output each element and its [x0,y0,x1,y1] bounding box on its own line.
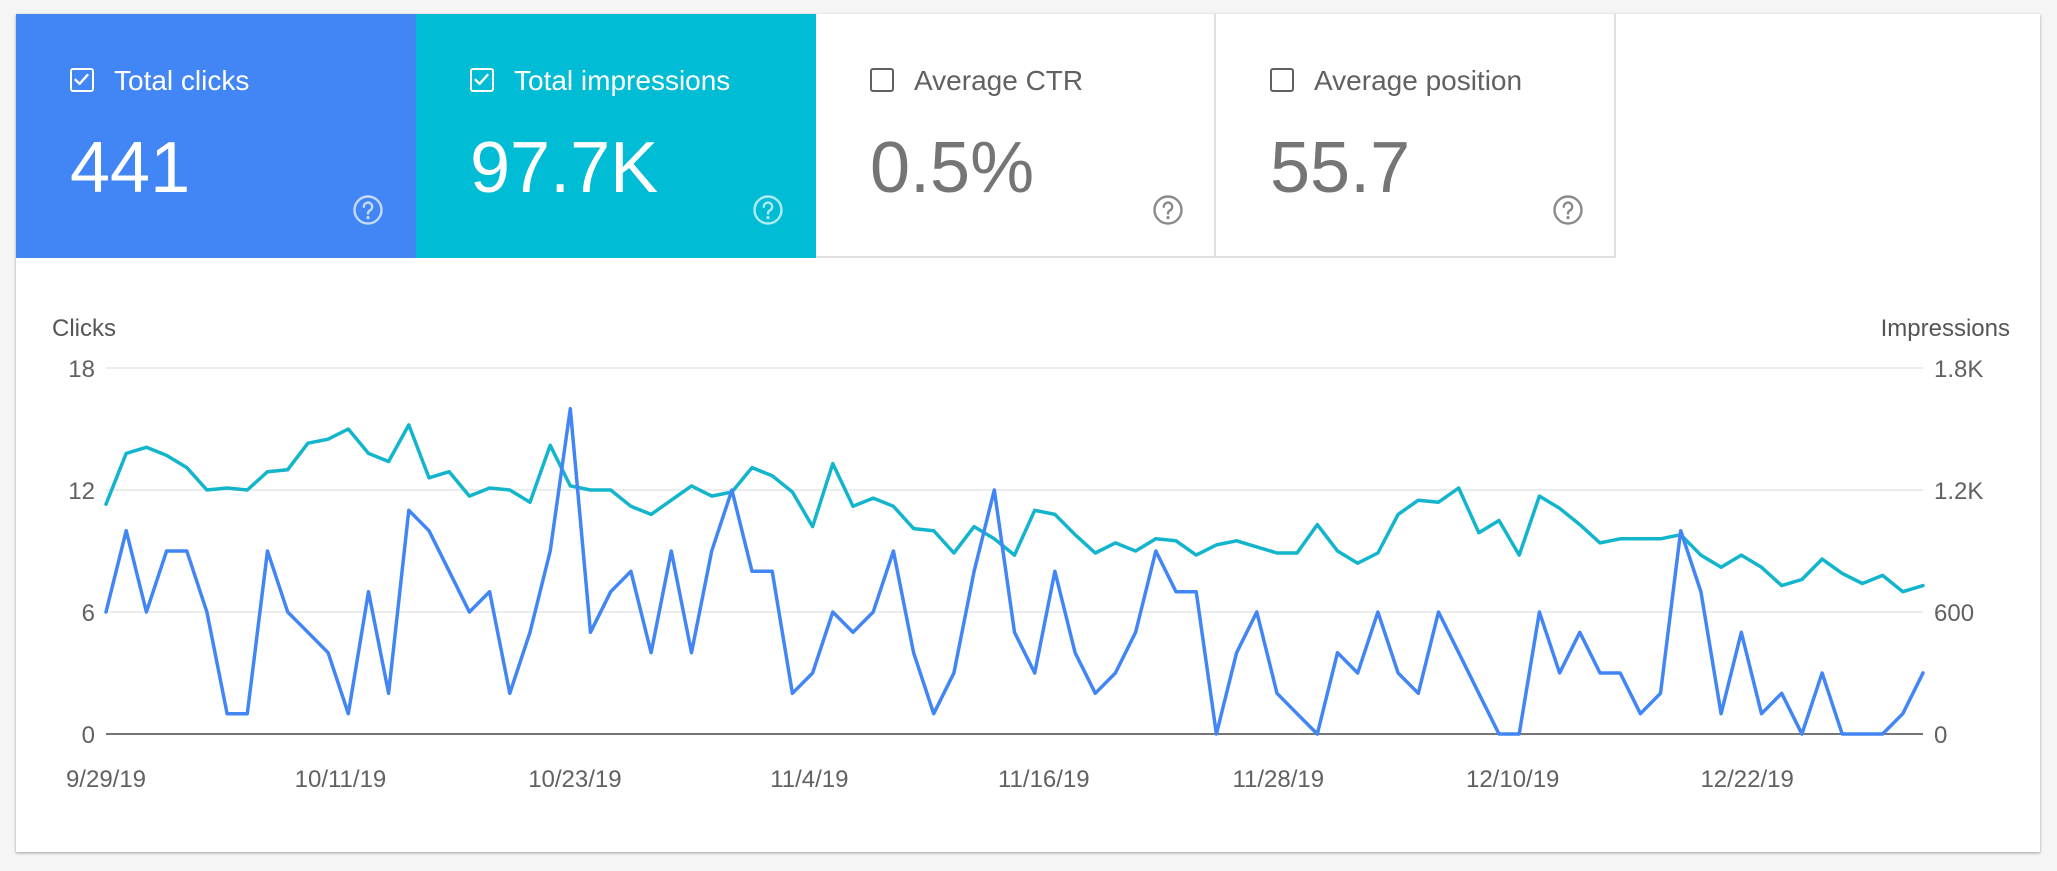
left-tick-label: 6 [82,600,95,627]
metric-value: 441 [70,128,191,208]
right-tick-label: 0 [1934,722,1947,749]
right-tick-label: 1.2K [1934,478,1983,505]
metric-value: 55.7 [1270,128,1411,208]
metric-label: Total clicks [114,65,250,96]
performance-card: Total clicks 441 Total impressions 97.7K… [16,14,2040,852]
metric-tiles: Total clicks 441 Total impressions 97.7K… [16,14,1616,258]
metric-total-clicks[interactable]: Total clicks 441 [16,14,416,258]
left-tick-label: 18 [68,356,95,383]
metric-value: 0.5% [870,128,1035,208]
left-axis-title: Clicks [52,315,116,342]
metric-total-impressions[interactable]: Total impressions 97.7K [416,14,816,258]
x-tick-label: 11/16/19 [998,766,1090,793]
metric-value: 97.7K [470,128,659,208]
x-tick-label: 11/4/19 [770,766,848,793]
x-tick-label: 10/23/19 [528,766,621,793]
series-line-impressions [104,423,1925,594]
metric-label: Total impressions [514,65,731,96]
checkbox-icon[interactable] [70,68,94,92]
x-tick-label: 11/28/19 [1232,766,1324,793]
x-tick-label: 9/29/19 [66,766,146,793]
left-tick-label: 0 [82,722,95,749]
metric-label: Average CTR [914,65,1084,96]
metric-label: Average position [1314,65,1523,96]
help-circle-icon[interactable] [1552,194,1584,226]
performance-chart: Clicks Impressions 0 6 12 18 0 600 1.2K 1.8K 9/2… [52,315,2010,793]
checkbox-icon[interactable] [870,68,894,92]
right-axis-title: Impressions [1881,315,2010,342]
help-circle-icon[interactable] [352,194,384,226]
help-circle-icon[interactable] [752,194,784,226]
series-line-clicks [104,406,1925,736]
left-tick-label: 12 [68,478,95,505]
help-circle-icon[interactable] [1152,194,1184,226]
x-tick-label: 10/11/19 [295,766,387,793]
x-tick-label: 12/22/19 [1700,766,1793,793]
checkbox-icon[interactable] [1270,68,1294,92]
right-tick-label: 600 [1934,600,1974,627]
x-tick-label: 12/10/19 [1466,766,1559,793]
metric-average-position[interactable]: Average position 55.7 [1216,14,1616,258]
metric-average-ctr[interactable]: Average CTR 0.5% [816,14,1216,258]
checkbox-icon[interactable] [470,68,494,92]
right-tick-label: 1.8K [1934,356,1983,383]
